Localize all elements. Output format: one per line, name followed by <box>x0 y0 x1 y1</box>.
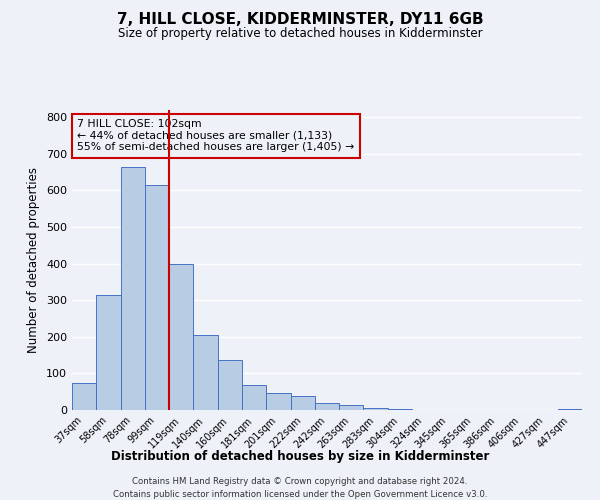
Bar <box>218 360 242 410</box>
Text: 7 HILL CLOSE: 102sqm
← 44% of detached houses are smaller (1,133)
55% of semi-de: 7 HILL CLOSE: 102sqm ← 44% of detached h… <box>77 119 355 152</box>
Bar <box>193 335 218 410</box>
Bar <box>558 409 582 410</box>
Bar <box>145 185 169 410</box>
Bar <box>242 385 266 410</box>
Bar <box>339 404 364 410</box>
Text: Distribution of detached houses by size in Kidderminster: Distribution of detached houses by size … <box>111 450 489 463</box>
Y-axis label: Number of detached properties: Number of detached properties <box>28 167 40 353</box>
Bar <box>121 166 145 410</box>
Text: Size of property relative to detached houses in Kidderminster: Size of property relative to detached ho… <box>118 28 482 40</box>
Bar <box>266 393 290 410</box>
Bar <box>96 295 121 410</box>
Bar <box>290 396 315 410</box>
Bar <box>72 382 96 410</box>
Bar <box>364 408 388 410</box>
Text: Contains HM Land Registry data © Crown copyright and database right 2024.: Contains HM Land Registry data © Crown c… <box>132 478 468 486</box>
Bar <box>169 264 193 410</box>
Text: 7, HILL CLOSE, KIDDERMINSTER, DY11 6GB: 7, HILL CLOSE, KIDDERMINSTER, DY11 6GB <box>116 12 484 28</box>
Bar <box>315 402 339 410</box>
Text: Contains public sector information licensed under the Open Government Licence v3: Contains public sector information licen… <box>113 490 487 499</box>
